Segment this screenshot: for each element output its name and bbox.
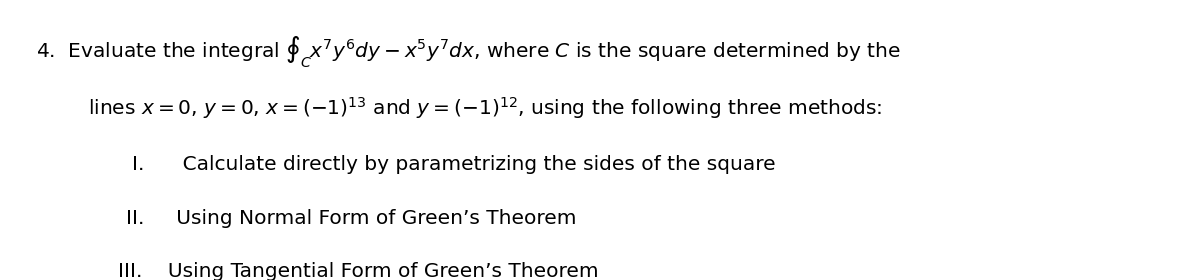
Text: II.     Using Normal Form of Green’s Theorem: II. Using Normal Form of Green’s Theorem — [126, 209, 576, 228]
Text: I.      Calculate directly by parametrizing the sides of the square: I. Calculate directly by parametrizing t… — [132, 155, 775, 174]
Text: lines $x = 0$, $y = 0$, $x = (-1)^{13}$ and $y = (-1)^{12}$, using the following: lines $x = 0$, $y = 0$, $x = (-1)^{13}$ … — [88, 95, 882, 121]
Text: III.    Using Tangential Form of Green’s Theorem: III. Using Tangential Form of Green’s Th… — [118, 262, 599, 280]
Text: 4.  Evaluate the integral $\oint_C x^7 y^6 dy - x^5 y^7 dx$, where $C$ is the sq: 4. Evaluate the integral $\oint_C x^7 y^… — [36, 34, 901, 70]
